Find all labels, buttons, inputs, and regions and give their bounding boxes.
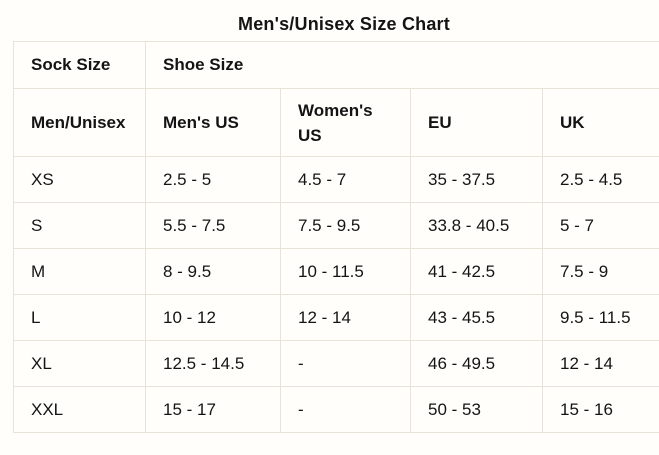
table-header: Sock Size Shoe Size Men/Unisex Men's US … <box>13 41 659 157</box>
page-title: Men's/Unisex Size Chart <box>238 14 450 34</box>
cell-eu: 33.8 - 40.5 <box>410 202 543 249</box>
cell-womens-us: - <box>280 340 411 387</box>
cell-sock-size: XS <box>13 156 146 203</box>
cell-mens-us: 8 - 9.5 <box>145 248 281 295</box>
column-header-womens-us-label: Women's US <box>298 100 373 145</box>
cell-womens-us: 12 - 14 <box>280 294 411 341</box>
cell-uk: 2.5 - 4.5 <box>542 156 659 203</box>
cell-eu: 50 - 53 <box>410 386 543 433</box>
cell-uk: 15 - 16 <box>542 386 659 433</box>
table-row-xs: XS 2.5 - 5 4.5 - 7 35 - 37.5 2.5 - 4.5 <box>13 156 659 203</box>
cell-eu: 43 - 45.5 <box>410 294 543 341</box>
cell-mens-us: 12.5 - 14.5 <box>145 340 281 387</box>
table-row-m: M 8 - 9.5 10 - 11.5 41 - 42.5 7.5 - 9 <box>13 248 659 295</box>
column-header-men-unisex: Men/Unisex <box>13 88 146 157</box>
table-row-xl: XL 12.5 - 14.5 - 46 - 49.5 12 - 14 <box>13 340 659 387</box>
column-header-womens-us: Women's US <box>280 88 411 157</box>
size-chart-container: Men's/Unisex Size Chart Sock Size Shoe S… <box>13 13 659 433</box>
cell-womens-us: 10 - 11.5 <box>280 248 411 295</box>
table-row-s: S 5.5 - 7.5 7.5 - 9.5 33.8 - 40.5 5 - 7 <box>13 202 659 249</box>
cell-womens-us: 7.5 - 9.5 <box>280 202 411 249</box>
cell-mens-us: 5.5 - 7.5 <box>145 202 281 249</box>
size-chart-table: Sock Size Shoe Size Men/Unisex Men's US … <box>13 41 659 433</box>
cell-eu: 35 - 37.5 <box>410 156 543 203</box>
cell-uk: 12 - 14 <box>542 340 659 387</box>
cell-womens-us: - <box>280 386 411 433</box>
cell-sock-size: M <box>13 248 146 295</box>
cell-sock-size: XL <box>13 340 146 387</box>
table-row-l: L 10 - 12 12 - 14 43 - 45.5 9.5 - 11.5 <box>13 294 659 341</box>
cell-uk: 5 - 7 <box>542 202 659 249</box>
group-header-row: Sock Size Shoe Size <box>13 41 659 89</box>
cell-mens-us: 15 - 17 <box>145 386 281 433</box>
cell-uk: 9.5 - 11.5 <box>542 294 659 341</box>
cell-sock-size: XXL <box>13 386 146 433</box>
column-header-uk: UK <box>542 88 659 157</box>
table-row-xxl: XXL 15 - 17 - 50 - 53 15 - 16 <box>13 386 659 433</box>
group-header-sock-size: Sock Size <box>13 41 146 89</box>
column-header-eu: EU <box>410 88 543 157</box>
cell-uk: 7.5 - 9 <box>542 248 659 295</box>
cell-eu: 41 - 42.5 <box>410 248 543 295</box>
cell-sock-size: S <box>13 202 146 249</box>
cell-mens-us: 10 - 12 <box>145 294 281 341</box>
cell-womens-us: 4.5 - 7 <box>280 156 411 203</box>
group-header-shoe-size: Shoe Size <box>145 41 659 89</box>
column-header-mens-us: Men's US <box>145 88 281 157</box>
table-body: XS 2.5 - 5 4.5 - 7 35 - 37.5 2.5 - 4.5 S… <box>13 156 659 433</box>
cell-mens-us: 2.5 - 5 <box>145 156 281 203</box>
column-header-row: Men/Unisex Men's US Women's US EU UK <box>13 88 659 157</box>
cell-eu: 46 - 49.5 <box>410 340 543 387</box>
cell-sock-size: L <box>13 294 146 341</box>
